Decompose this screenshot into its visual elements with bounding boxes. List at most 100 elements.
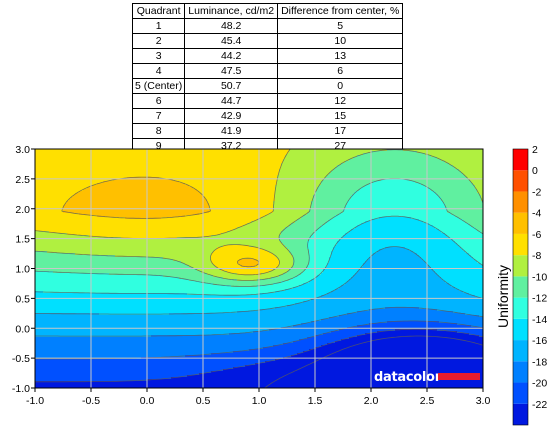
contour-cell	[475, 295, 483, 297]
contour-cell	[315, 335, 357, 337]
contour-cell	[357, 325, 471, 327]
contour-cell	[369, 183, 421, 185]
contour-cell	[215, 265, 241, 267]
contour-cell	[263, 347, 315, 349]
contour-cell	[461, 171, 483, 173]
contour-cell	[35, 193, 75, 195]
contour-cell	[283, 159, 349, 161]
contour-cell	[35, 283, 213, 285]
contour-cell	[237, 279, 257, 281]
contour-cell	[207, 199, 275, 201]
contour-cell	[303, 215, 335, 217]
contour-cell	[457, 331, 483, 333]
contour-cell	[289, 249, 309, 251]
contour-cell	[209, 205, 273, 207]
contour-cell	[79, 213, 199, 215]
contour-cell	[35, 337, 307, 339]
contour-cell	[291, 223, 325, 225]
contour-cell	[163, 275, 213, 277]
contour-cell	[323, 179, 381, 181]
contour-cell	[283, 343, 327, 345]
contour-cell	[277, 183, 321, 185]
contour-cell	[269, 251, 289, 253]
contour-cell	[35, 281, 201, 283]
contour-cell	[249, 245, 285, 247]
contour-cell	[373, 253, 417, 255]
y-axis: -1.0 -0.5 0.0 0.5 1.0 1.5 2.0 2.5 3.0	[12, 144, 35, 395]
contour-cell	[35, 269, 197, 271]
colorbar-swatch	[513, 212, 528, 234]
contour-line	[61, 176, 260, 268]
contour-cell	[351, 197, 441, 199]
contour-cell	[433, 225, 471, 227]
contour-cell	[473, 257, 483, 259]
contour-cell	[311, 279, 349, 281]
contour-cell	[273, 253, 291, 255]
contour-cell	[457, 323, 483, 325]
contour-cell	[463, 291, 483, 293]
contour-cell	[381, 179, 409, 181]
colorbar-tick-label: 0	[532, 165, 538, 177]
colorbar-tick-label: -6	[532, 229, 541, 241]
colorbar-tick-label: -18	[532, 356, 547, 368]
contour-cell	[189, 265, 215, 267]
contour-cell	[379, 217, 411, 219]
contour-cell	[439, 275, 483, 277]
contour-cell	[35, 203, 65, 205]
contour-cell	[309, 239, 339, 241]
contour-cell	[293, 261, 309, 263]
contour-cell	[385, 247, 405, 249]
contour-cell	[321, 319, 483, 321]
contour-cell	[35, 253, 75, 255]
contour-cell	[451, 213, 483, 215]
x-tick-label: 0.5	[196, 395, 211, 407]
contour-cell	[309, 251, 331, 253]
contour-cell	[35, 241, 281, 243]
contour-cell	[351, 195, 439, 197]
contour-cell	[35, 185, 91, 187]
contour-cell	[453, 239, 483, 241]
contour-cell	[177, 237, 279, 239]
contour-cell	[357, 225, 433, 227]
contour-cell	[35, 271, 53, 273]
contour-cell	[237, 311, 357, 313]
contour-cell	[443, 279, 483, 281]
x-tick-label: -1.0	[26, 395, 44, 407]
colorbar-swatch	[513, 233, 528, 256]
contour-cell	[345, 161, 445, 163]
contour-cell	[323, 271, 357, 273]
contour-cell	[403, 149, 483, 151]
contour-cell	[35, 177, 127, 179]
contour-cell	[35, 207, 63, 209]
contour-cell	[351, 229, 439, 231]
contour-cell	[309, 253, 331, 255]
contour-cell	[89, 235, 211, 237]
contour-cell	[35, 149, 289, 151]
contour-cell	[309, 349, 483, 351]
contour-cell	[53, 271, 201, 273]
contour-cell	[385, 307, 419, 309]
contour-cell	[311, 201, 347, 203]
contour-cell	[469, 253, 483, 255]
contour-cell	[35, 321, 311, 323]
contour-cell	[289, 279, 311, 281]
contour-cell	[201, 271, 227, 273]
contour-cell	[309, 249, 333, 251]
contour-cell	[419, 219, 463, 221]
contour-cell	[321, 345, 483, 347]
contour-cell	[35, 301, 303, 303]
contour-cell	[233, 229, 283, 231]
contour-cell	[299, 285, 341, 287]
contour-cell	[341, 285, 451, 287]
contour-cell	[35, 319, 321, 321]
x-tick-label: 2.0	[364, 395, 379, 407]
contour-cell	[451, 285, 483, 287]
contour-cell	[307, 265, 327, 267]
y-tick-label: 0.0	[15, 323, 30, 335]
contour-cell	[215, 249, 265, 251]
contour-cell	[239, 263, 259, 265]
contour-cell	[429, 223, 469, 225]
contour-cell	[479, 315, 483, 317]
x-tick-label: 1.0	[252, 395, 267, 407]
contour-cell	[35, 219, 257, 221]
